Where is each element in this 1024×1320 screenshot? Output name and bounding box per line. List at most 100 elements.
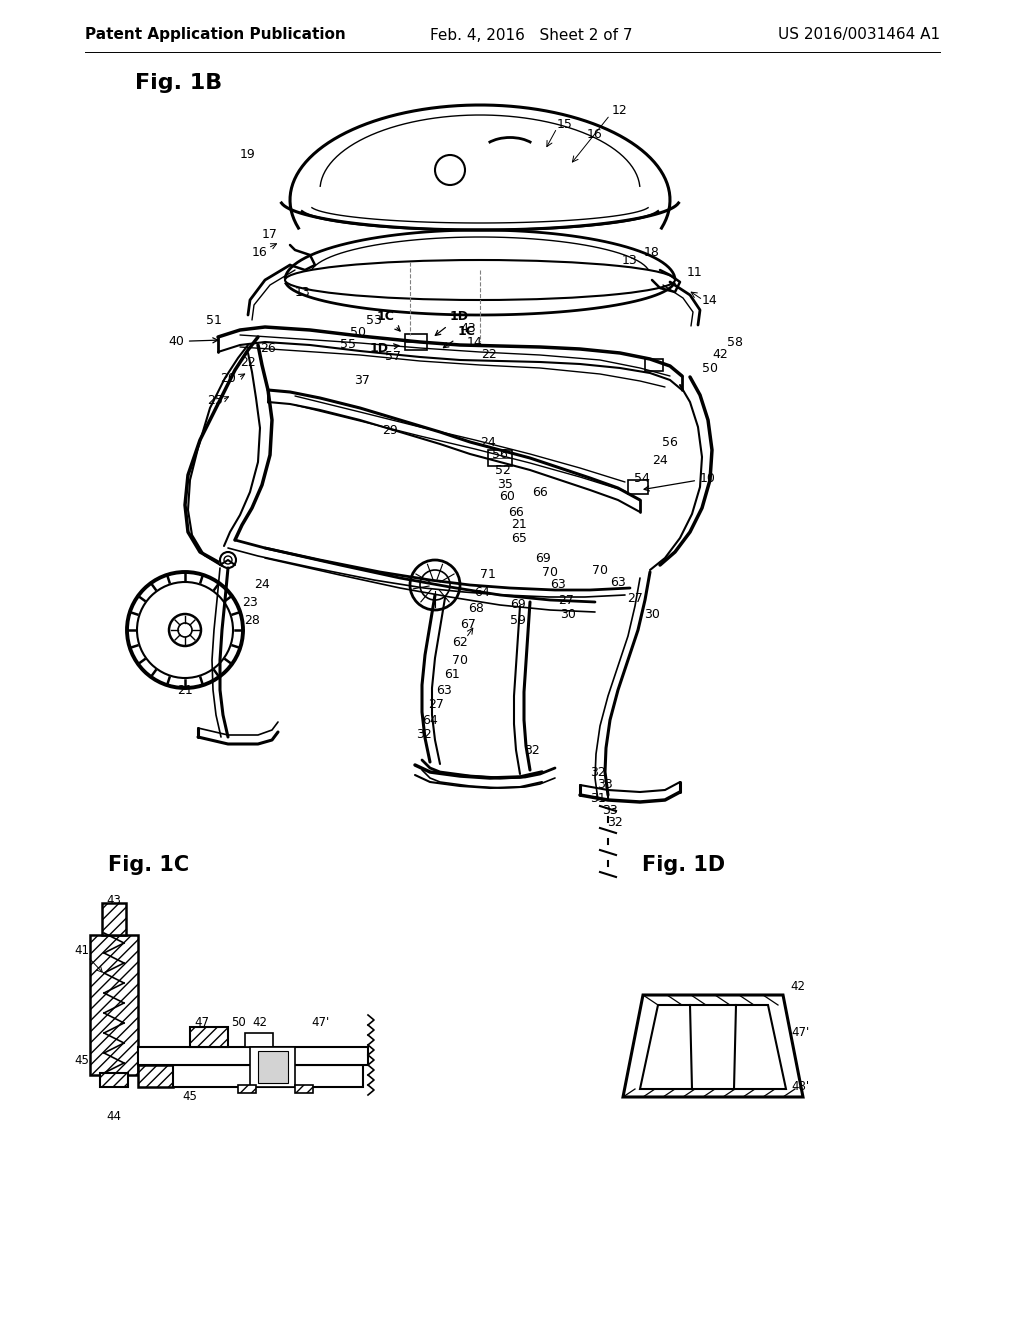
Text: 52: 52 (495, 463, 511, 477)
Text: 70: 70 (592, 564, 608, 577)
Circle shape (178, 623, 193, 638)
Text: 58: 58 (727, 335, 743, 348)
Text: 25: 25 (207, 393, 223, 407)
Bar (190, 1027, 228, 1047)
Bar (628, 480, 648, 494)
Text: 68: 68 (468, 602, 484, 615)
Text: 50: 50 (230, 1016, 246, 1030)
Text: 65: 65 (511, 532, 527, 544)
Text: 71: 71 (480, 569, 496, 582)
Text: 21: 21 (511, 519, 527, 532)
Text: 18: 18 (644, 246, 659, 259)
Text: 24: 24 (652, 454, 668, 466)
Text: 26: 26 (260, 342, 275, 355)
Text: 33: 33 (597, 779, 613, 792)
Text: 31: 31 (590, 792, 606, 804)
Text: 14: 14 (467, 335, 483, 348)
Text: 47': 47' (311, 1016, 329, 1030)
Polygon shape (640, 1005, 786, 1089)
Text: 48': 48' (791, 1081, 809, 1093)
Text: 35: 35 (497, 478, 513, 491)
Text: 42: 42 (253, 1016, 267, 1030)
Text: 41: 41 (75, 944, 89, 957)
Text: 45: 45 (182, 1090, 198, 1104)
Text: 14: 14 (702, 293, 718, 306)
Text: 33: 33 (602, 804, 617, 817)
Text: 40: 40 (168, 335, 218, 348)
Text: 13: 13 (295, 285, 311, 298)
Text: 60: 60 (499, 491, 515, 503)
Text: 32: 32 (607, 816, 623, 829)
Text: 1D: 1D (370, 342, 399, 355)
Text: 27: 27 (558, 594, 573, 606)
Text: 22: 22 (481, 348, 497, 362)
Text: 50: 50 (702, 363, 718, 375)
Text: 28: 28 (244, 614, 260, 627)
Text: 44: 44 (106, 1110, 122, 1123)
Text: 32: 32 (524, 743, 540, 756)
Text: 63: 63 (550, 578, 566, 591)
Bar (645, 359, 663, 371)
Text: 69: 69 (510, 598, 526, 611)
Text: 59: 59 (510, 614, 526, 627)
Text: 24: 24 (480, 436, 496, 449)
Bar (245, 1034, 273, 1047)
Text: 10: 10 (644, 473, 716, 491)
Text: 1C: 1C (443, 325, 476, 347)
Text: 70: 70 (452, 653, 468, 667)
Text: 12: 12 (612, 103, 628, 116)
Text: 66: 66 (508, 506, 524, 519)
Text: 66: 66 (532, 486, 548, 499)
Text: 11: 11 (687, 265, 702, 279)
Text: 30: 30 (560, 609, 575, 622)
Text: 70: 70 (542, 565, 558, 578)
Text: 51: 51 (206, 314, 222, 326)
Bar (138, 1065, 173, 1086)
Text: 54: 54 (634, 471, 650, 484)
Circle shape (137, 582, 233, 678)
Text: 19: 19 (240, 149, 256, 161)
Text: 15: 15 (557, 119, 573, 132)
Text: 30: 30 (644, 609, 659, 622)
Text: 1D: 1D (435, 310, 469, 335)
Bar (102, 903, 126, 935)
Text: 47': 47' (791, 1027, 809, 1040)
Text: 32: 32 (416, 729, 432, 742)
Circle shape (220, 552, 236, 568)
Text: 43: 43 (460, 322, 476, 334)
Bar (295, 1085, 313, 1093)
Text: US 2016/0031464 A1: US 2016/0031464 A1 (778, 28, 940, 42)
Text: 27: 27 (428, 698, 444, 711)
Bar (488, 450, 512, 466)
Text: 43: 43 (106, 894, 122, 907)
Text: 57: 57 (385, 351, 401, 363)
Text: 69: 69 (536, 552, 551, 565)
Text: 37: 37 (354, 374, 370, 387)
Text: Feb. 4, 2016   Sheet 2 of 7: Feb. 4, 2016 Sheet 2 of 7 (430, 28, 633, 42)
Text: 50: 50 (350, 326, 366, 339)
Text: 17: 17 (262, 228, 278, 242)
Text: 32: 32 (590, 766, 606, 779)
Text: 29: 29 (382, 424, 398, 437)
Text: 45: 45 (75, 1053, 89, 1067)
Text: 27: 27 (627, 591, 643, 605)
Bar (90, 935, 138, 1074)
Text: 55: 55 (340, 338, 356, 351)
Bar (250, 1047, 295, 1086)
Text: 56: 56 (663, 436, 678, 449)
Text: Fig. 1D: Fig. 1D (642, 855, 725, 875)
Text: 13: 13 (623, 253, 638, 267)
Circle shape (127, 572, 243, 688)
Text: Fig. 1B: Fig. 1B (135, 73, 222, 92)
Text: 64: 64 (474, 586, 489, 598)
Text: 16: 16 (587, 128, 603, 141)
Text: 67: 67 (460, 619, 476, 631)
Text: 64: 64 (422, 714, 438, 726)
Text: 63: 63 (610, 576, 626, 589)
Text: 47: 47 (195, 1016, 210, 1030)
Text: Patent Application Publication: Patent Application Publication (85, 28, 346, 42)
Text: 42: 42 (712, 348, 728, 362)
Text: 24: 24 (254, 578, 270, 591)
Text: 1C: 1C (377, 310, 400, 331)
Text: 16: 16 (252, 246, 268, 259)
